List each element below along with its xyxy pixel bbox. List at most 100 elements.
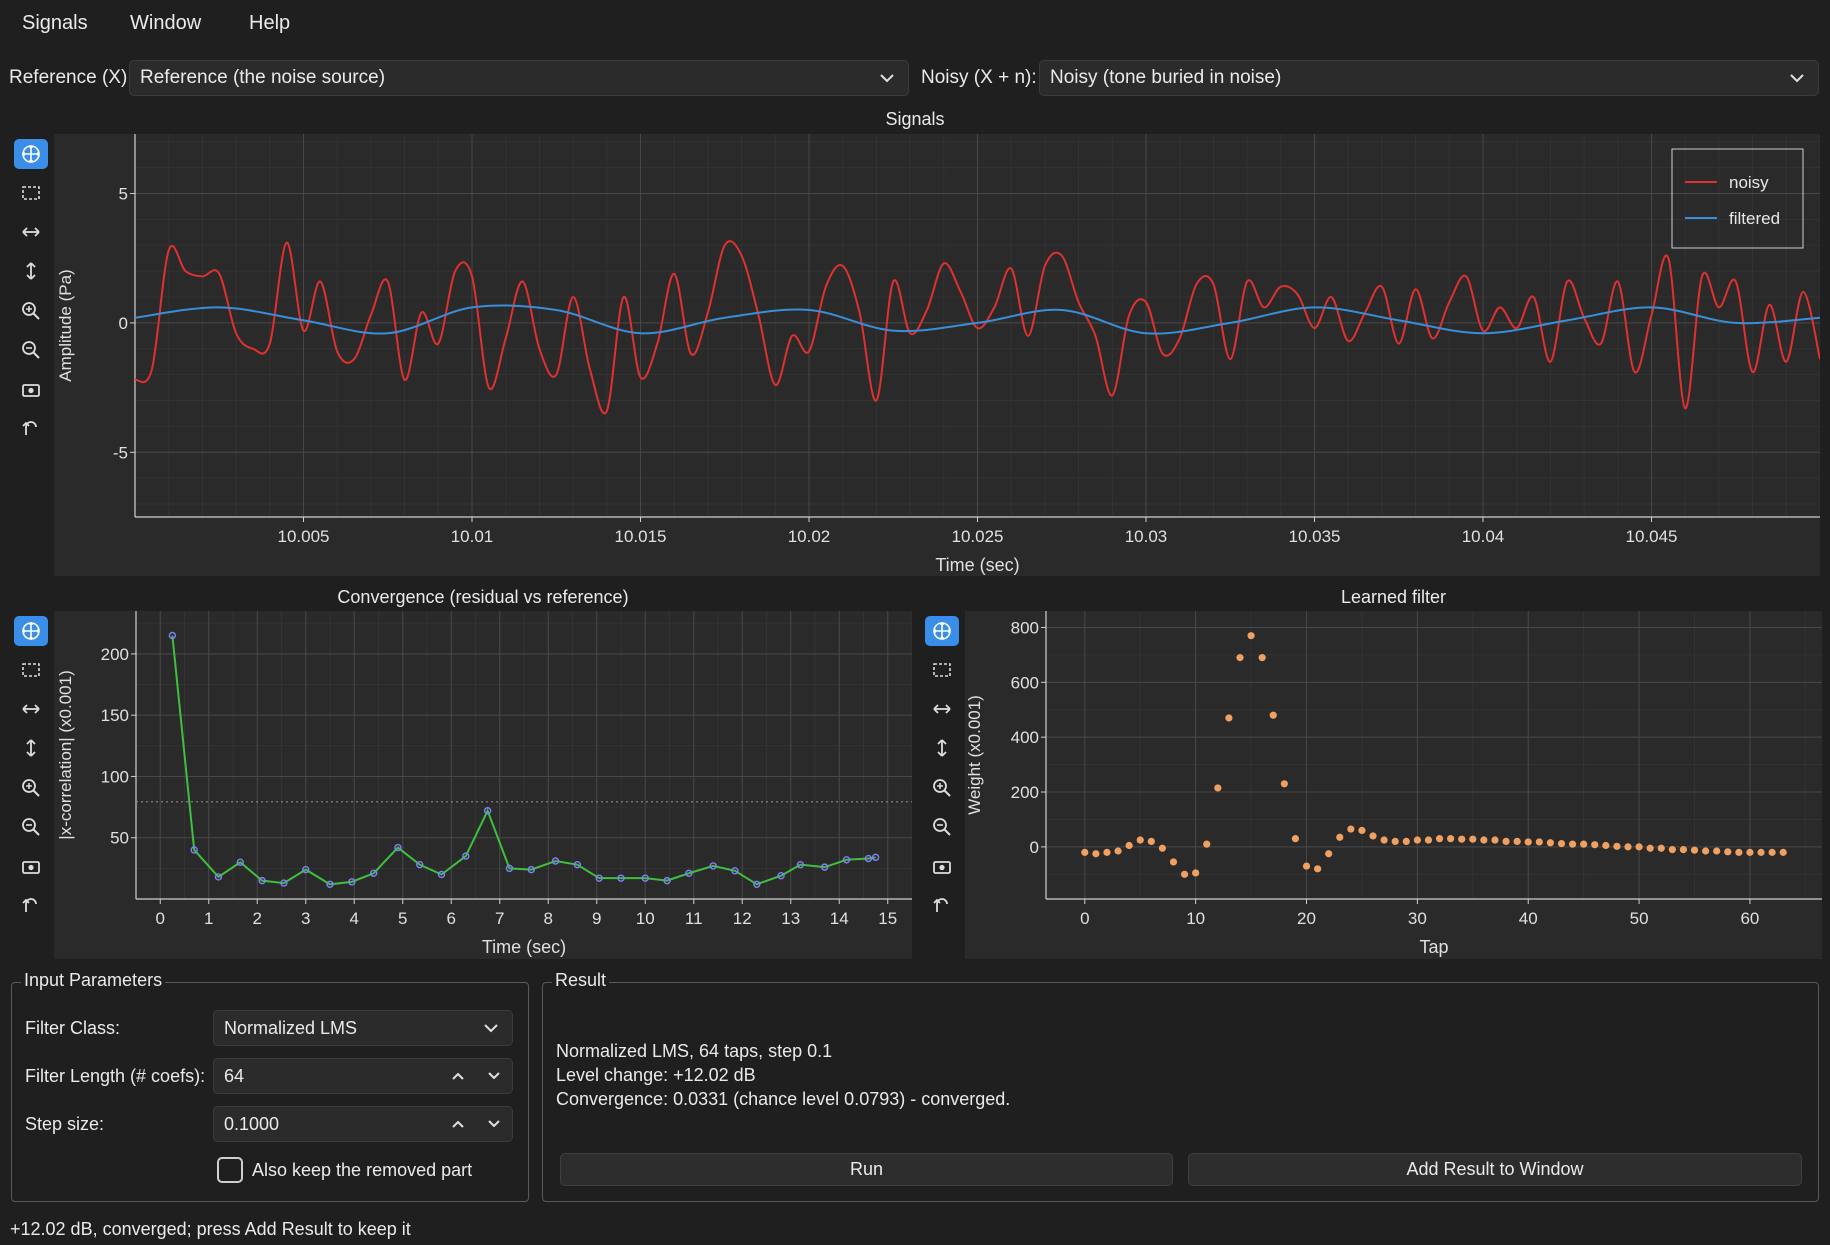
vertical-zoom-button[interactable]	[925, 733, 959, 763]
vertical-zoom-button[interactable]	[14, 733, 48, 763]
menu-signals[interactable]: Signals	[22, 12, 88, 34]
zoom-in-icon	[22, 779, 40, 797]
add-result-button[interactable]: Add Result to Window	[1188, 1153, 1802, 1186]
noisy-select-value: Noisy (tone buried in noise)	[1050, 67, 1282, 88]
pan-button[interactable]	[14, 616, 48, 646]
filter-class-select[interactable]: Normalized LMS	[213, 1010, 513, 1046]
menu-window[interactable]: Window	[130, 12, 202, 34]
x-tick-label: 13	[781, 909, 800, 928]
box-zoom-button[interactable]	[14, 655, 48, 685]
legend-label-filtered: filtered	[1729, 209, 1780, 228]
legend: noisy filtered	[1671, 148, 1804, 249]
horizontal-zoom-icon	[933, 704, 951, 714]
result-level-change: Level change: +12.02 dB	[556, 1065, 756, 1085]
step-size-spinbox[interactable]: 0.1000	[213, 1106, 513, 1142]
y-tick-label: 50	[110, 829, 129, 848]
zoom-in-button[interactable]	[14, 773, 48, 803]
x-tick-label: 0	[1080, 909, 1089, 928]
fit-view-button[interactable]	[14, 852, 48, 882]
filter-weight-point	[1391, 837, 1399, 845]
convergence-point	[214, 873, 223, 881]
zoom-out-button[interactable]	[14, 812, 48, 842]
zoom-in-icon	[22, 302, 40, 320]
zoom-out-button[interactable]	[925, 812, 959, 842]
x-tick-label: 10.025	[952, 527, 1004, 546]
reset-view-icon	[22, 898, 37, 912]
keep-removed-label: Also keep the removed part	[252, 1160, 473, 1180]
zoom-out-button[interactable]	[14, 335, 48, 365]
vertical-zoom-icon	[937, 739, 947, 757]
x-axis-label: Tap	[1419, 937, 1448, 957]
convergence-point	[777, 872, 785, 880]
zoom-in-button[interactable]	[14, 296, 48, 326]
filter-length-label: Filter Length (# coefs):	[25, 1066, 206, 1086]
zoom-in-icon	[933, 779, 951, 797]
filter-weight-point	[1347, 825, 1355, 833]
horizontal-zoom-button[interactable]	[925, 694, 959, 724]
keep-removed-checkbox[interactable]	[217, 1157, 243, 1183]
run-button[interactable]: Run	[560, 1153, 1173, 1186]
vertical-zoom-icon	[26, 262, 36, 280]
convergence-plot-title: Convergence (residual vs reference)	[337, 587, 629, 607]
box-zoom-button[interactable]	[925, 655, 959, 685]
box-zoom-icon	[22, 186, 40, 200]
horizontal-zoom-button[interactable]	[14, 694, 48, 724]
fit-view-button[interactable]	[925, 852, 959, 882]
horizontal-zoom-button[interactable]	[14, 217, 48, 247]
vertical-zoom-button[interactable]	[14, 256, 48, 286]
filter-length-spinbox[interactable]: 64	[213, 1058, 513, 1094]
chevron-down-icon[interactable]	[486, 1116, 502, 1132]
filter-weight-point	[1269, 711, 1277, 719]
fit-view-icon	[933, 861, 951, 874]
chevron-down-icon[interactable]	[486, 1068, 502, 1084]
x-tick-label: 10.005	[278, 527, 330, 546]
y-tick-label: 0	[1030, 838, 1039, 857]
fit-view-button[interactable]	[14, 375, 48, 405]
filter-weight-point	[1258, 654, 1266, 662]
reset-view-button[interactable]	[14, 891, 48, 921]
step-size-value: 0.1000	[224, 1113, 280, 1134]
zoom-in-button[interactable]	[925, 773, 959, 803]
x-tick-label: 5	[398, 909, 407, 928]
plot-background	[54, 134, 1820, 576]
convergence-toolbar	[14, 616, 58, 936]
signals-chart[interactable]: 10.005 10.01 10.015 10.02 10.025 10.03 10.035 1…	[54, 134, 1820, 576]
filter-weight-point	[1247, 632, 1255, 640]
filter-weight-point	[1557, 839, 1566, 848]
pan-button[interactable]	[925, 616, 959, 646]
filter-weight-point	[1358, 826, 1366, 835]
pan-button[interactable]	[14, 139, 48, 169]
filter-weight-point	[1092, 850, 1100, 858]
filter-weight-point	[1291, 835, 1300, 843]
x-tick-label: 10	[636, 909, 655, 928]
x-tick-label: 7	[495, 909, 504, 928]
y-tick-label: 800	[1011, 618, 1039, 637]
filter-weight-point	[1702, 847, 1710, 855]
y-tick-label: 100	[101, 767, 129, 786]
filter-weight-point	[1147, 837, 1155, 845]
y-tick-label: 150	[101, 706, 129, 725]
horizontal-zoom-icon	[22, 227, 40, 237]
convergence-point	[394, 843, 402, 852]
box-zoom-button[interactable]	[14, 178, 48, 208]
filter-weight-point	[1480, 836, 1488, 844]
chevron-up-icon[interactable]	[450, 1116, 466, 1132]
menu-help[interactable]: Help	[249, 12, 291, 34]
reference-select[interactable]: Reference (the noise source)	[129, 60, 909, 96]
chevron-up-icon[interactable]	[450, 1068, 466, 1084]
noisy-select[interactable]: Noisy (tone buried in noise)	[1039, 60, 1819, 96]
x-tick-label: 9	[592, 909, 601, 928]
chevron-down-icon	[880, 74, 894, 83]
result-group	[542, 982, 1819, 1202]
legend-box	[1671, 148, 1804, 249]
convergence-point	[462, 852, 470, 860]
reset-view-button[interactable]	[14, 414, 48, 444]
convergence-point	[258, 876, 266, 885]
filter-weight-point	[1624, 843, 1632, 851]
reset-view-button[interactable]	[925, 891, 959, 921]
filter-weight-point	[1491, 836, 1499, 844]
convergence-point	[663, 876, 671, 885]
y-axis-label: |x-correlation| (x0.001)	[56, 670, 75, 839]
